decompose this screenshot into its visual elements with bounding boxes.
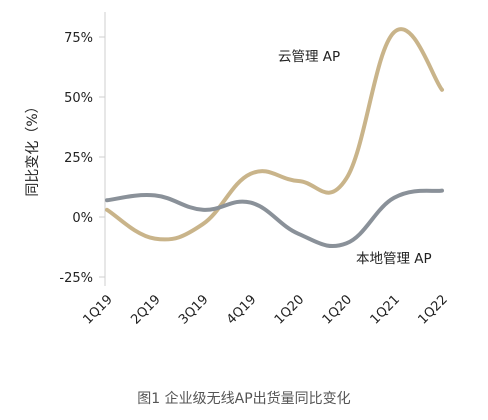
x-ticks: 1Q19 2Q19 3Q19 4Q19 1Q20 1Q20 1Q21 1Q22	[80, 292, 450, 327]
x-tick-label: 3Q19	[176, 292, 211, 327]
y-ticks: -25% 0% 25% 50% 75%	[59, 31, 105, 286]
y-tick-label: 0%	[72, 211, 93, 226]
series-lines	[105, 27, 444, 249]
series-label-local-ap: 本地管理 AP	[356, 251, 432, 267]
x-tick-label: 1Q22	[415, 292, 450, 327]
y-tick-label: 50%	[64, 91, 93, 106]
y-tick-label: -25%	[59, 271, 93, 286]
x-tick-label: 1Q19	[80, 292, 115, 327]
series-line-local-ap	[105, 188, 444, 249]
x-tick-label: 1Q20	[272, 292, 307, 327]
series-line-cloud-ap	[105, 27, 444, 242]
y-tick-label: 75%	[64, 31, 93, 46]
figure-caption: 图1 企业级无线AP出货量同比变化	[137, 391, 351, 407]
x-tick-label: 2Q19	[128, 292, 163, 327]
y-axis-label: 同比变化（%）	[25, 99, 41, 196]
chart: 同比变化（%） -25% 0% 25% 50% 75% 1Q19 2Q19 3Q19 4Q19…	[25, 12, 451, 328]
x-tick-label: 4Q19	[224, 292, 259, 327]
x-tick-label: 1Q21	[368, 292, 403, 327]
x-tick-label: 1Q20	[320, 292, 355, 327]
series-label-cloud-ap: 云管理 AP	[278, 49, 340, 65]
y-tick-label: 25%	[64, 151, 93, 166]
